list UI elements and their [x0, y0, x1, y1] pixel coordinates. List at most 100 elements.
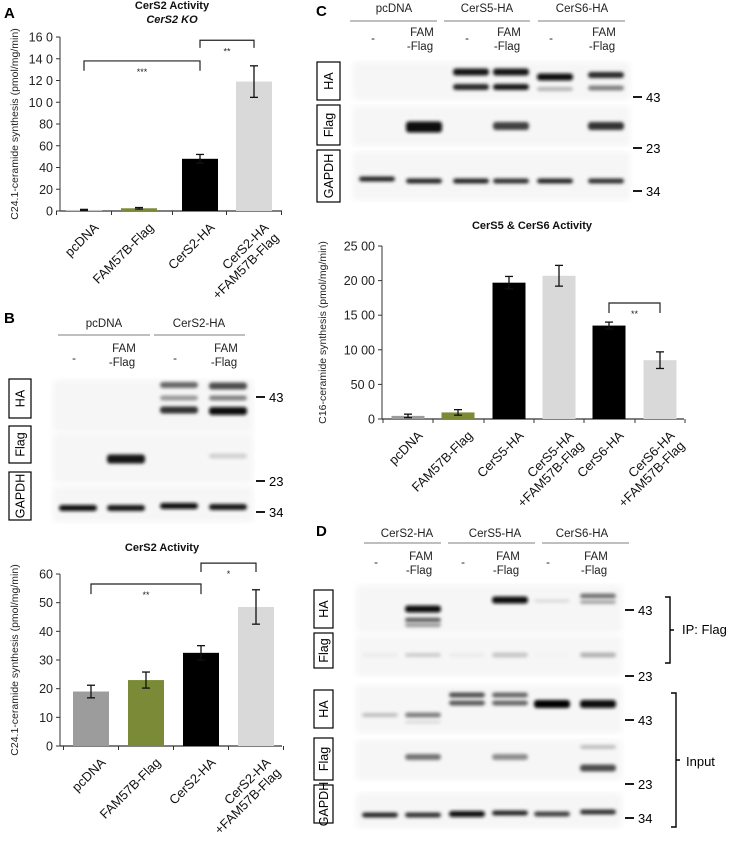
x-tick-label: CerS6-HA — [574, 428, 627, 481]
error-bar — [196, 153, 204, 164]
x-tick-label-line: CerS6-HA — [574, 428, 627, 481]
lane-label: -Flag — [406, 565, 432, 577]
blot-band — [209, 407, 247, 415]
mw-marker-label: 43 — [638, 603, 652, 618]
row-label: GAPDH — [322, 154, 336, 198]
error-bar — [87, 684, 95, 699]
bar — [182, 158, 218, 211]
blot-band — [406, 121, 442, 133]
row-label: HA — [317, 700, 331, 718]
blot-group-label: pcDNA — [86, 318, 123, 330]
bar-chart: CerS2 Activity C24.1-ceramide synthesis (… — [9, 542, 284, 837]
x-tick-label-line: CerS2-HA — [166, 755, 219, 808]
western-blot-panel-c: pcDNA CerS5-HA CerS6-HA- FAM-Flag- FAM-Flag-… — [316, 3, 660, 203]
lane-label: -Flag — [407, 41, 433, 53]
blot-band — [580, 700, 616, 708]
blot-band — [492, 652, 528, 658]
y-tick-label: 60 — [39, 139, 53, 153]
row-label: Flag — [322, 113, 336, 137]
blot-band — [362, 653, 398, 657]
blot-band — [209, 395, 247, 401]
significance-label: * — [227, 569, 231, 579]
bar — [128, 680, 164, 746]
row-label-box — [313, 737, 334, 781]
bar — [542, 275, 576, 419]
y-tick-label: 10 — [39, 711, 53, 725]
blot-membrane — [356, 793, 622, 828]
blot-band — [449, 653, 485, 657]
lane-label: -Flag — [211, 357, 237, 369]
blot-band — [534, 700, 570, 708]
mw-marker-label: 34 — [646, 184, 660, 199]
sample-bracket-label: IP: Flag — [682, 622, 727, 637]
lane-label: - — [549, 33, 553, 45]
blot-band — [405, 623, 441, 627]
bar-chart: CerS5 & CerS6 Activity C16-ceramide synth… — [317, 220, 688, 510]
bar — [492, 282, 526, 419]
y-tick-label: 10 00 — [344, 343, 375, 357]
lane-label: - — [374, 557, 378, 569]
blot-band — [453, 68, 489, 76]
significance-bracket — [199, 39, 255, 48]
blot-band — [537, 73, 573, 81]
lane-label: FAM — [409, 551, 433, 563]
blot-band — [492, 754, 528, 760]
blot-band — [405, 812, 441, 818]
chart-title: CerS2 Activity — [135, 0, 210, 12]
x-tick-label: CerS5-HA — [474, 428, 527, 481]
significance-label: ** — [631, 309, 639, 319]
blot-band — [580, 745, 616, 749]
row-label: HA — [322, 72, 336, 90]
western-blot-panel-b: pcDNA CerS2-HA - FAM -Flag - FAM -Flag HA Flag GAP… — [8, 318, 283, 522]
row-label-box — [316, 149, 341, 203]
blot-membrane — [356, 636, 622, 676]
lane-label: FAM — [497, 27, 521, 39]
mw-marker-label: 23 — [638, 777, 652, 792]
sample-bracket — [665, 596, 674, 664]
blot-band — [449, 700, 485, 706]
y-tick-label: 0 — [46, 740, 53, 754]
blot-band — [588, 178, 624, 184]
blot-band — [405, 712, 441, 718]
blot-membrane — [353, 152, 630, 200]
mw-marker-label: 34 — [269, 505, 283, 520]
error-bar — [197, 645, 205, 661]
chart-subtitle: CerS2 KO — [146, 14, 198, 26]
blot-membrane — [353, 106, 630, 146]
blot-band — [160, 382, 198, 388]
lane-label: -Flag — [493, 565, 519, 577]
blot-band — [493, 122, 529, 130]
blot-row: GAPDH — [8, 471, 253, 522]
blot-band — [160, 406, 198, 414]
blot-band — [160, 503, 198, 509]
y-tick-label: 60 — [39, 568, 53, 582]
mw-marker-label: 34 — [638, 811, 652, 826]
x-tick-label: CerS2-HA — [166, 755, 219, 808]
y-tick-label: 10 0 — [29, 96, 53, 110]
blot-band — [492, 810, 528, 816]
blot-row: Flag — [313, 632, 622, 676]
bar — [183, 652, 219, 746]
error-bar — [555, 264, 563, 287]
blot-band — [493, 178, 529, 184]
blot-band — [209, 382, 247, 390]
blot-band — [209, 453, 247, 459]
panel-letter: B — [4, 310, 15, 327]
blot-band — [492, 596, 528, 604]
row-label-box — [8, 378, 32, 419]
error-bar — [80, 208, 88, 212]
blot-row: HA — [313, 585, 622, 633]
blot-band — [209, 504, 247, 510]
blot-band — [362, 812, 398, 818]
blot-row: GAPDH — [313, 782, 622, 828]
bar — [592, 325, 626, 419]
lane-label: FAM — [584, 551, 608, 563]
blot-membrane — [356, 585, 622, 633]
blot-row: GAPDH — [316, 149, 630, 203]
y-tick-label: 12 0 — [29, 74, 53, 88]
chart-title: CerS2 Activity — [125, 542, 200, 554]
error-bar — [656, 351, 664, 370]
blot-row: Flag — [316, 104, 630, 146]
row-label: Flag — [317, 747, 331, 771]
blot-band — [59, 505, 97, 511]
